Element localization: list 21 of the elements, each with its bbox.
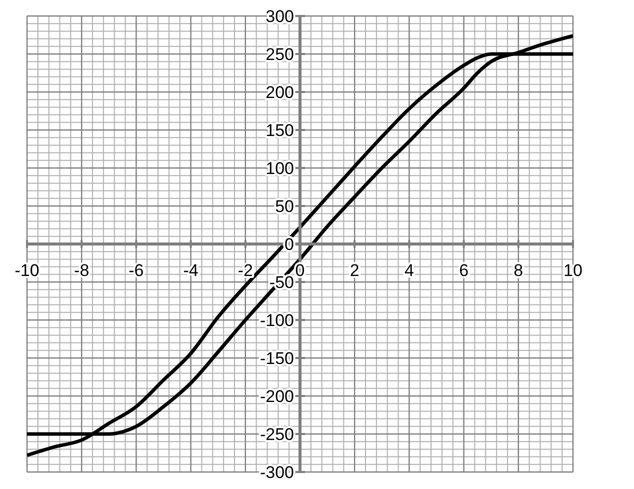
x-tick-label: 6: [459, 261, 469, 280]
x-tick-label: -8: [74, 261, 90, 280]
y-tick-label: -250: [260, 425, 294, 444]
x-tick-label: -4: [183, 261, 198, 280]
x-tick-label: -2: [238, 261, 253, 280]
x-tick-label: -10: [14, 261, 40, 280]
x-tick-label: 2: [350, 261, 360, 280]
y-tick-label: -150: [260, 349, 294, 368]
y-tick-label: 150: [266, 121, 294, 140]
y-tick-label: 300: [266, 7, 294, 26]
y-tick-label: -100: [260, 311, 294, 330]
x-tick-label: 4: [404, 261, 414, 280]
y-tick-label: 200: [266, 83, 294, 102]
y-tick-label: 50: [275, 197, 294, 216]
x-tick-label: 8: [514, 261, 524, 280]
y-tick-label: 250: [266, 45, 294, 64]
y-tick-label: -200: [260, 387, 294, 406]
x-tick-label: 10: [564, 261, 582, 280]
x-tick-label: -6: [128, 261, 144, 280]
y-tick-label: 100: [266, 159, 294, 178]
y-tick-label: -300: [260, 463, 294, 482]
